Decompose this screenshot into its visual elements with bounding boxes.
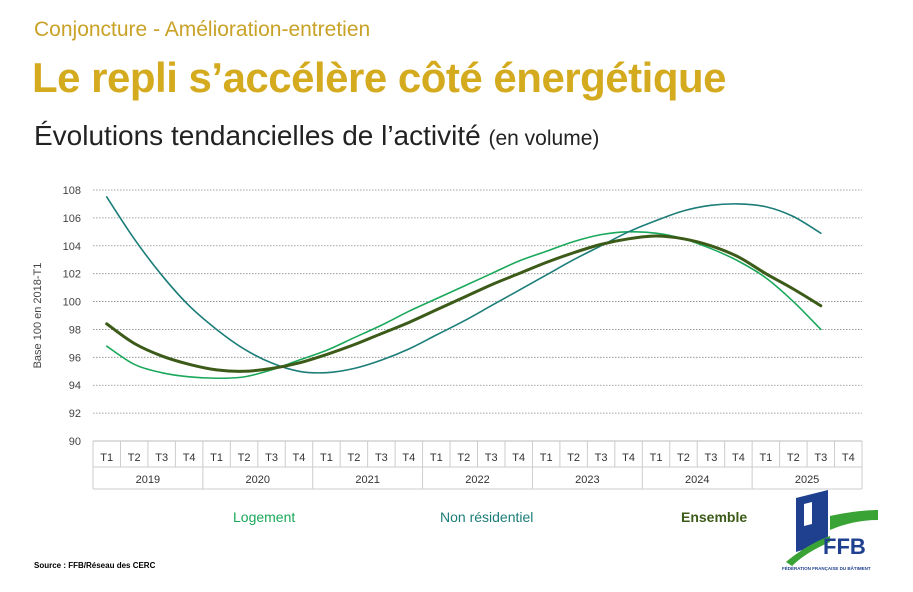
x-tick-label-quarter: T2	[238, 452, 251, 464]
chart-subtitle: Évolutions tendancielles de l’activité (…	[34, 120, 599, 152]
svg-text:FFB: FFB	[823, 534, 866, 559]
x-tick-label-quarter: T3	[705, 452, 718, 464]
x-tick-label-quarter: T1	[100, 452, 113, 464]
series-line-ensemble	[105, 234, 823, 373]
x-tick-label-quarter: T1	[320, 452, 333, 464]
legend-logement: Logement	[233, 509, 296, 525]
x-tick-label-quarter: T4	[732, 452, 745, 464]
x-tick-label-quarter: T2	[347, 452, 360, 464]
y-tick-label: 92	[69, 408, 81, 420]
x-tick-label-quarter: T4	[183, 452, 196, 464]
x-tick-label-quarter: T1	[650, 452, 663, 464]
x-tick-label-year: 2025	[795, 474, 819, 486]
y-tick-label: 104	[63, 241, 81, 253]
x-tick-label-quarter: T1	[540, 452, 553, 464]
x-tick-label-quarter: T4	[402, 452, 415, 464]
legend-non-residentiel: Non résidentiel	[440, 509, 534, 525]
x-tick-label-year: 2019	[136, 474, 160, 486]
series-line-logement	[105, 230, 822, 380]
kicker-title: Conjoncture - Amélioration-entretien	[34, 18, 371, 41]
x-tick-label-quarter: T3	[814, 452, 827, 464]
x-tick-label-quarter: T1	[759, 452, 772, 464]
svg-text:FÉDÉRATION FRANÇAISE DU BÂTIME: FÉDÉRATION FRANÇAISE DU BÂTIMENT	[782, 564, 871, 571]
series-line-non-residentiel	[105, 196, 822, 374]
x-tick-label-quarter: T3	[265, 452, 278, 464]
x-tick-label-quarter: T4	[293, 452, 306, 464]
x-tick-label-year: 2022	[465, 474, 489, 486]
x-tick-label-year: 2020	[246, 474, 270, 486]
x-tick-label-quarter: T2	[457, 452, 470, 464]
subtitle-main: Évolutions tendancielles de l’activité	[34, 120, 481, 151]
x-tick-label-quarter: T2	[128, 452, 141, 464]
x-tick-label-year: 2023	[575, 474, 599, 486]
y-tick-label: 98	[69, 324, 81, 336]
source-note: Source : FFB/Réseau des CERC	[34, 561, 156, 570]
x-tick-label-quarter: T2	[567, 452, 580, 464]
x-tick-label-quarter: T3	[155, 452, 168, 464]
ffb-logo: FFB FÉDÉRATION FRANÇAISE DU BÂTIMENT	[778, 490, 883, 577]
x-tick-label-quarter: T1	[210, 452, 223, 464]
x-tick-label-quarter: T3	[375, 452, 388, 464]
legend-ensemble: Ensemble	[681, 509, 748, 525]
y-tick-label: 96	[69, 352, 81, 364]
x-tick-label-quarter: T3	[485, 452, 498, 464]
x-tick-label-quarter: T3	[595, 452, 608, 464]
x-tick-label-quarter: T4	[622, 452, 635, 464]
y-tick-label: 108	[63, 185, 81, 197]
subtitle-unit: (en volume)	[488, 127, 600, 150]
y-axis-label: Base 100 en 2018-T1	[32, 263, 44, 369]
y-tick-label: 90	[69, 436, 81, 448]
y-tick-label: 94	[69, 380, 81, 392]
y-tick-label: 102	[63, 269, 81, 281]
y-tick-label: 106	[63, 213, 81, 225]
x-tick-label-quarter: T4	[512, 452, 525, 464]
x-tick-label-quarter: T1	[430, 452, 443, 464]
headline-title: Le repli s’accélère côté énergétique	[32, 54, 727, 101]
x-tick-label-year: 2024	[685, 474, 709, 486]
x-tick-label-year: 2021	[355, 474, 379, 486]
x-tick-label-quarter: T2	[677, 452, 690, 464]
x-tick-label-quarter: T2	[787, 452, 800, 464]
x-tick-label-quarter: T4	[842, 452, 855, 464]
y-tick-label: 100	[63, 297, 81, 309]
